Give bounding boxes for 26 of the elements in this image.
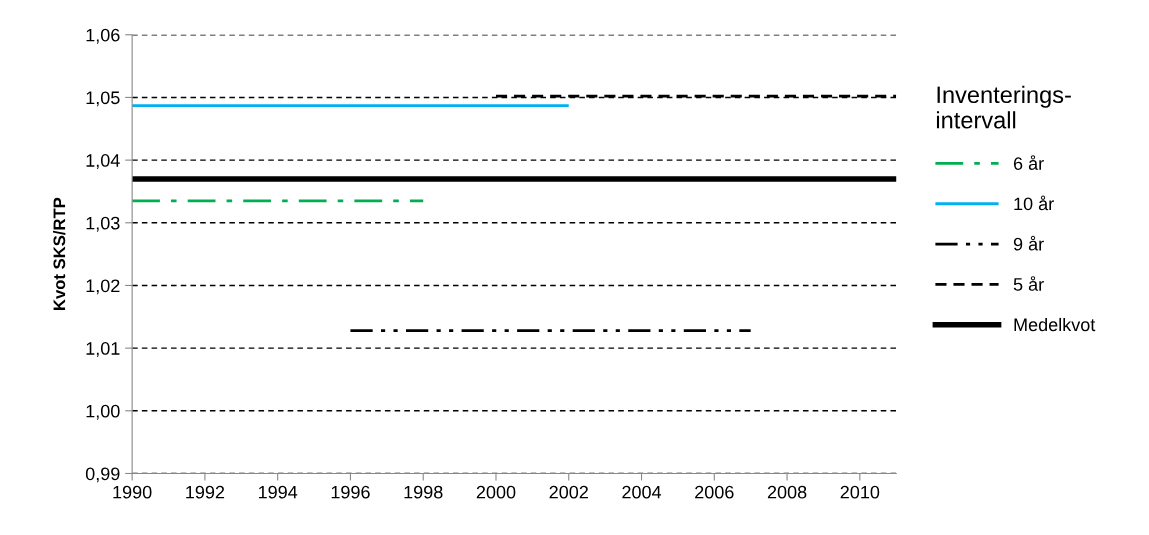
legend-title: Inventerings- intervall xyxy=(936,85,1071,129)
y-tick-label: 0,99 xyxy=(85,467,120,483)
x-tick-label: 1990 xyxy=(113,485,152,499)
legend-label: 9 år xyxy=(1013,235,1044,251)
x-tick-label: 2002 xyxy=(549,485,588,499)
x-tick-label: 2008 xyxy=(767,485,807,499)
y-tick-label: 1,06 xyxy=(86,28,120,44)
x-tick-label: 2000 xyxy=(476,485,516,499)
x-tick-label: 1996 xyxy=(331,485,370,499)
legend-label: 10 år xyxy=(1014,195,1054,211)
y-tick-label: 1,00 xyxy=(86,404,120,420)
legend-label: 5 år xyxy=(1013,276,1044,291)
legend-label: Medelkvot xyxy=(1014,317,1096,332)
y-tick-label: 1,04 xyxy=(86,154,120,169)
x-tick-label: 1992 xyxy=(186,485,225,499)
legend-label: 6 år xyxy=(1013,155,1044,170)
x-tick-label: 1994 xyxy=(258,485,298,499)
x-tick-label: 1998 xyxy=(404,485,443,499)
y-tick-label: 1,03 xyxy=(86,216,120,232)
x-tick-label: 2004 xyxy=(622,485,662,499)
y-tick-label: 1,01 xyxy=(86,342,120,357)
y-axis-title: Kvot SKS/RTP xyxy=(52,197,66,310)
y-tick-label: 1,05 xyxy=(86,91,120,107)
x-tick-label: 2006 xyxy=(695,485,734,499)
x-tick-label: 2010 xyxy=(840,485,880,499)
y-tick-label: 1,02 xyxy=(86,279,120,295)
